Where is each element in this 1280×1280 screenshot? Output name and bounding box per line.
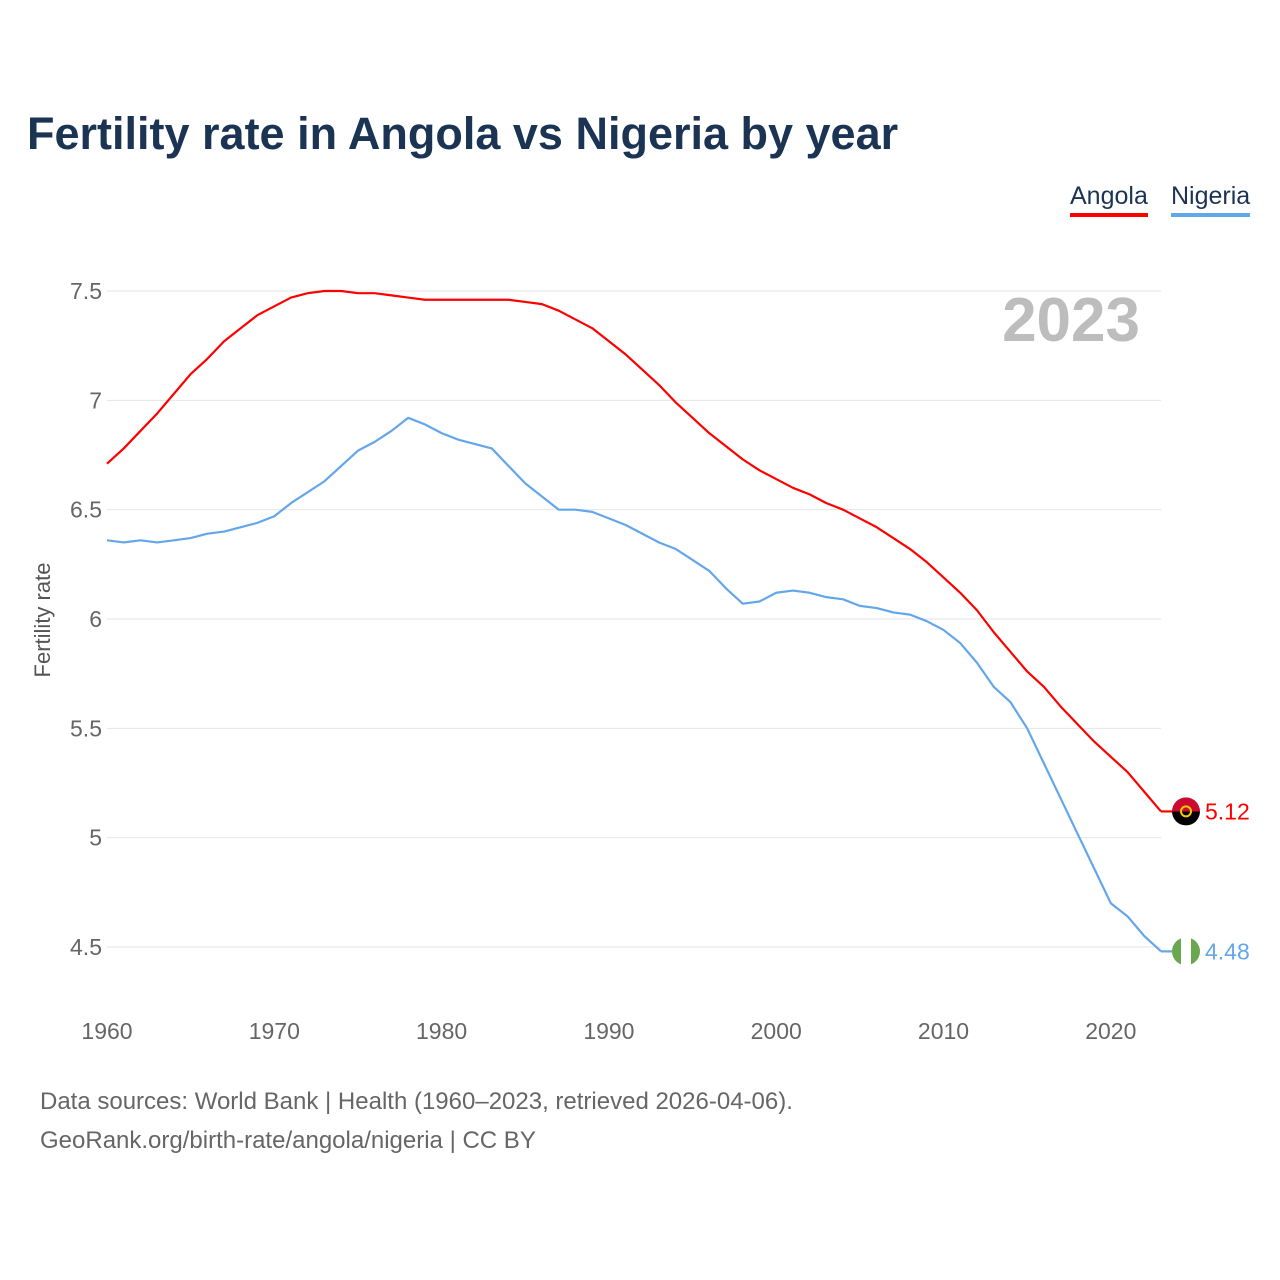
angola-flag-icon	[1172, 797, 1200, 826]
y-tick-label: 5.5	[70, 715, 102, 741]
x-axis-ticks: 1960 1970 1980 1990 2000 2010 2020	[81, 1018, 1136, 1044]
x-tick-label: 2010	[918, 1018, 969, 1044]
series-line-angola	[106, 289, 1162, 813]
y-tick-label: 4.5	[70, 934, 102, 960]
end-value-label: 5.12	[1205, 798, 1250, 824]
y-tick-label: 7	[89, 387, 102, 413]
footer-source: Data sources: World Bank | Health (1960–…	[40, 1088, 793, 1115]
y-axis-label: Fertility rate	[30, 563, 55, 678]
chart-title: Fertility rate in Angola vs Nigeria by y…	[27, 108, 899, 159]
end-value-label: 4.48	[1205, 938, 1250, 964]
gridlines	[107, 290, 1161, 948]
end-markers: 5.12 4.48	[1161, 797, 1250, 966]
x-tick-label: 1990	[583, 1018, 634, 1044]
x-tick-label: 1970	[249, 1018, 300, 1044]
legend-angola[interactable]: Angola	[1070, 182, 1148, 217]
footer-link[interactable]: GeoRank.org/birth-rate/angola/nigeria | …	[40, 1127, 536, 1154]
series-lines	[106, 289, 1162, 953]
x-tick-label: 1960	[81, 1018, 132, 1044]
y-tick-label: 5	[89, 825, 102, 851]
y-tick-label: 6	[89, 606, 102, 632]
y-axis-ticks: 4.5 5 5.5 6 6.5 7 7.5	[70, 278, 102, 960]
series-line-nigeria	[106, 416, 1162, 953]
year-label: 2023	[1002, 286, 1140, 355]
x-tick-label: 1980	[416, 1018, 467, 1044]
y-tick-label: 7.5	[70, 278, 102, 304]
legend-nigeria[interactable]: Nigeria	[1171, 182, 1251, 217]
x-tick-label: 2020	[1085, 1018, 1136, 1044]
x-tick-label: 2000	[751, 1018, 802, 1044]
y-tick-label: 6.5	[70, 497, 102, 523]
nigeria-flag-icon	[1172, 937, 1200, 966]
